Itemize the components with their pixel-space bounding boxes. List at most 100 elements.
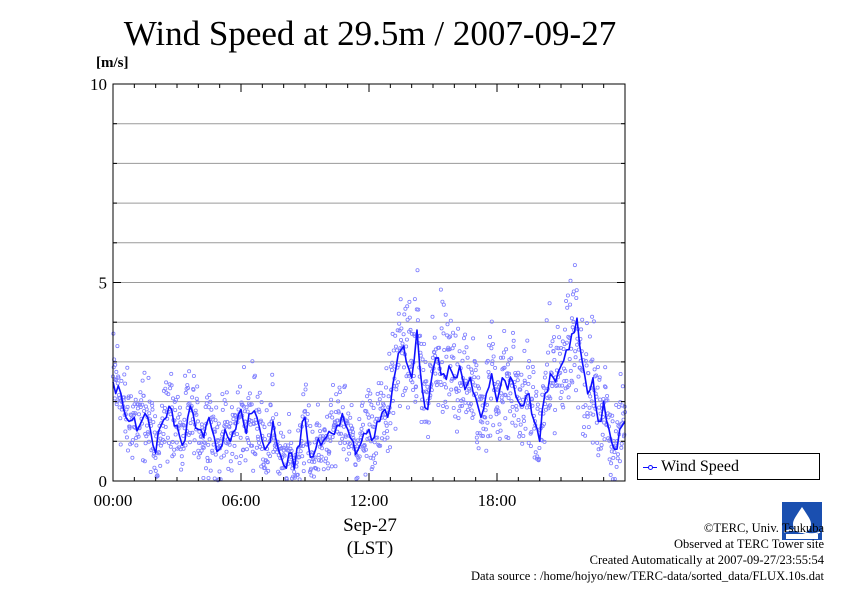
raw-point (595, 365, 600, 370)
raw-point (565, 305, 570, 310)
raw-point (207, 392, 212, 397)
raw-point (511, 338, 516, 343)
raw-point (250, 359, 255, 364)
raw-point (288, 446, 293, 451)
raw-point (407, 315, 412, 320)
raw-point (311, 474, 316, 479)
raw-point (207, 458, 212, 463)
raw-point (220, 407, 225, 412)
raw-point (400, 393, 405, 398)
raw-point (326, 466, 331, 471)
raw-point (449, 387, 454, 392)
raw-point (505, 362, 510, 367)
raw-point (136, 402, 141, 407)
raw-point (323, 456, 328, 461)
raw-point (337, 390, 342, 395)
raw-point (134, 443, 139, 448)
raw-point (321, 467, 326, 472)
raw-point (587, 405, 592, 410)
raw-point (594, 420, 599, 425)
raw-point (271, 449, 276, 454)
raw-point (150, 403, 155, 408)
raw-point (126, 394, 131, 399)
raw-point (483, 408, 488, 413)
raw-point (511, 344, 516, 349)
raw-point (153, 468, 158, 473)
raw-point (542, 439, 547, 444)
raw-point (236, 407, 241, 412)
raw-point (199, 448, 204, 453)
raw-point (368, 391, 373, 396)
raw-point (419, 419, 424, 424)
raw-point (338, 441, 343, 446)
raw-point (222, 398, 227, 403)
raw-point (475, 384, 480, 389)
raw-point (406, 373, 411, 378)
raw-point (385, 429, 390, 434)
raw-point (113, 362, 118, 367)
raw-point (369, 467, 374, 472)
raw-point (495, 405, 500, 410)
raw-point (136, 412, 141, 417)
raw-point (114, 402, 119, 407)
raw-point (231, 416, 236, 421)
raw-point (319, 446, 324, 451)
raw-point (483, 415, 488, 420)
raw-point (376, 381, 381, 386)
raw-point (551, 349, 556, 354)
raw-point (165, 459, 170, 464)
raw-point (359, 426, 364, 431)
series-line-layer (112, 317, 626, 470)
raw-point (194, 396, 199, 401)
raw-point (123, 381, 128, 386)
raw-point (572, 263, 577, 268)
raw-point (454, 389, 459, 394)
raw-point (331, 427, 336, 432)
raw-point (177, 405, 182, 410)
raw-point (422, 419, 427, 424)
raw-point (493, 365, 498, 370)
raw-point (326, 451, 331, 456)
raw-point (362, 443, 367, 448)
raw-point (327, 434, 332, 439)
raw-point (398, 297, 403, 302)
data-source-text: Data source : /home/hojyo/new/TERC-data/… (470, 569, 824, 583)
raw-point (480, 420, 485, 425)
raw-point (472, 375, 477, 380)
raw-point (180, 461, 185, 466)
raw-point (441, 403, 446, 408)
raw-point (595, 385, 600, 390)
raw-point (333, 464, 338, 469)
raw-point (518, 422, 523, 427)
raw-point (119, 378, 124, 383)
raw-point (378, 390, 383, 395)
raw-point (510, 404, 515, 409)
raw-point (503, 416, 508, 421)
raw-point (235, 390, 240, 395)
raw-point (525, 338, 530, 343)
raw-point (490, 359, 495, 364)
raw-point (246, 396, 251, 401)
raw-point (136, 434, 141, 439)
raw-point (596, 447, 601, 452)
raw-point (130, 455, 135, 460)
raw-point (500, 400, 505, 405)
raw-point (443, 385, 448, 390)
raw-point (375, 401, 380, 406)
raw-point (561, 405, 566, 410)
raw-point (277, 471, 282, 476)
raw-point (571, 319, 576, 324)
raw-point (484, 402, 489, 407)
raw-point (210, 450, 215, 455)
raw-point (368, 455, 373, 460)
raw-point (179, 467, 184, 472)
raw-point (620, 384, 625, 389)
legend-label: Wind Speed (661, 458, 740, 475)
raw-point (550, 381, 555, 386)
raw-point (510, 420, 515, 425)
raw-point (509, 399, 514, 404)
raw-point (564, 340, 569, 345)
raw-point (512, 413, 517, 418)
raw-point (393, 344, 398, 349)
y-tick-label-0: 0 (99, 472, 108, 491)
